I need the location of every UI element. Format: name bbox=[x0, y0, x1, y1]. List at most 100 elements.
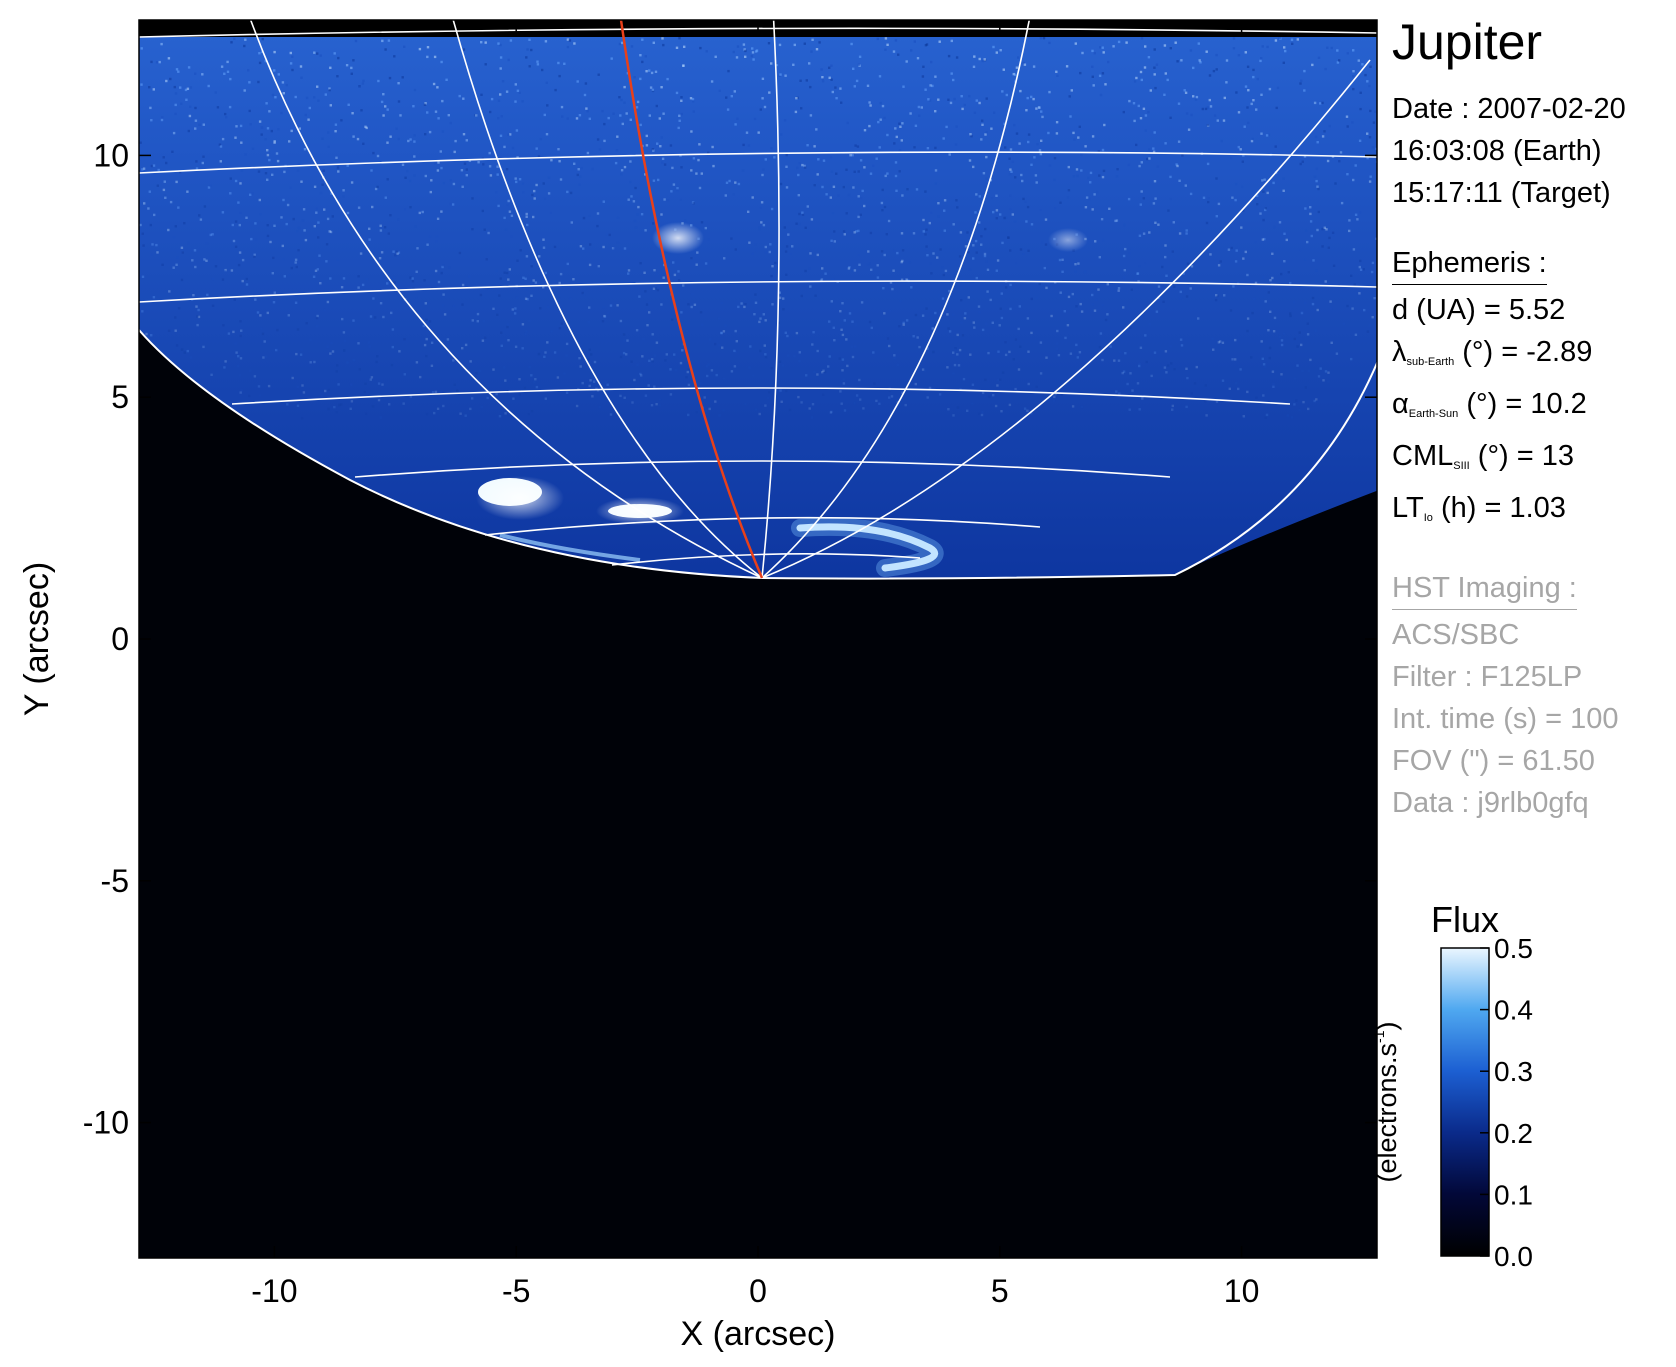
noise-speck bbox=[944, 269, 948, 273]
noise-speck bbox=[295, 352, 298, 356]
noise-speck bbox=[614, 161, 618, 165]
noise-speck bbox=[1099, 332, 1103, 335]
noise-speck bbox=[1339, 151, 1343, 154]
noise-speck bbox=[616, 216, 620, 219]
noise-speck bbox=[1303, 155, 1307, 158]
noise-speck bbox=[880, 201, 884, 205]
noise-speck bbox=[317, 221, 320, 224]
noise-speck bbox=[316, 52, 319, 55]
noise-speck bbox=[959, 231, 963, 234]
noise-speck bbox=[703, 396, 706, 399]
noise-speck bbox=[239, 334, 242, 338]
noise-speck bbox=[397, 218, 400, 221]
noise-speck bbox=[1145, 360, 1148, 364]
noise-speck bbox=[365, 278, 369, 281]
noise-speck bbox=[1140, 37, 1144, 40]
noise-speck bbox=[983, 254, 987, 258]
noise-speck bbox=[443, 313, 447, 316]
noise-speck bbox=[1163, 44, 1167, 47]
noise-speck bbox=[1022, 252, 1025, 256]
noise-speck bbox=[202, 155, 205, 158]
noise-speck bbox=[226, 70, 230, 73]
noise-speck bbox=[319, 191, 323, 195]
noise-speck bbox=[763, 344, 766, 347]
noise-speck bbox=[1314, 135, 1318, 139]
noise-speck bbox=[514, 100, 517, 103]
noise-speck bbox=[661, 161, 664, 164]
noise-speck bbox=[1315, 269, 1318, 272]
noise-speck bbox=[968, 94, 971, 98]
noise-speck bbox=[1323, 226, 1326, 229]
noise-speck bbox=[271, 173, 274, 176]
noise-speck bbox=[1127, 163, 1131, 167]
noise-speck bbox=[430, 364, 434, 367]
noise-speck bbox=[428, 320, 432, 323]
noise-speck bbox=[625, 112, 628, 115]
noise-speck bbox=[475, 372, 478, 375]
noise-speck bbox=[345, 64, 349, 67]
noise-speck bbox=[495, 191, 498, 194]
noise-speck bbox=[1035, 296, 1038, 299]
noise-speck bbox=[1235, 91, 1238, 94]
noise-speck bbox=[285, 83, 288, 87]
noise-speck bbox=[1178, 179, 1181, 182]
noise-speck bbox=[925, 245, 928, 248]
noise-speck bbox=[174, 92, 178, 95]
noise-speck bbox=[1056, 74, 1059, 77]
noise-speck bbox=[1033, 393, 1037, 396]
noise-speck bbox=[886, 346, 889, 349]
noise-speck bbox=[941, 307, 945, 310]
noise-speck bbox=[403, 45, 406, 48]
noise-speck bbox=[619, 319, 623, 323]
noise-speck bbox=[780, 400, 783, 403]
noise-speck bbox=[733, 365, 737, 368]
noise-speck bbox=[857, 215, 860, 219]
noise-speck bbox=[1091, 208, 1094, 211]
noise-speck bbox=[1304, 258, 1307, 261]
noise-speck bbox=[975, 276, 978, 280]
noise-speck bbox=[1098, 74, 1102, 77]
noise-speck bbox=[820, 68, 823, 71]
noise-speck bbox=[648, 301, 651, 305]
noise-speck bbox=[695, 411, 698, 414]
noise-speck bbox=[527, 413, 530, 416]
noise-speck bbox=[672, 183, 676, 186]
noise-speck bbox=[1091, 65, 1094, 68]
noise-speck bbox=[957, 364, 961, 367]
noise-speck bbox=[162, 156, 165, 159]
noise-speck bbox=[603, 139, 606, 143]
noise-speck bbox=[586, 110, 589, 113]
noise-speck bbox=[949, 101, 953, 105]
noise-speck bbox=[376, 154, 380, 158]
noise-speck bbox=[1215, 177, 1218, 180]
noise-speck bbox=[1055, 132, 1059, 135]
noise-speck bbox=[372, 297, 375, 300]
noise-speck bbox=[1306, 322, 1309, 325]
noise-speck bbox=[883, 312, 886, 315]
noise-speck bbox=[934, 169, 938, 172]
noise-speck bbox=[244, 38, 247, 41]
noise-speck bbox=[371, 405, 375, 408]
noise-speck bbox=[806, 205, 809, 208]
noise-speck bbox=[441, 265, 444, 269]
noise-speck bbox=[501, 80, 505, 83]
noise-speck bbox=[392, 250, 395, 253]
noise-speck bbox=[856, 145, 860, 148]
noise-speck bbox=[257, 80, 260, 84]
noise-speck bbox=[620, 169, 624, 172]
noise-speck bbox=[830, 64, 833, 67]
noise-speck bbox=[1142, 107, 1146, 110]
noise-speck bbox=[315, 325, 319, 328]
noise-speck bbox=[1280, 343, 1284, 347]
noise-speck bbox=[669, 393, 673, 396]
noise-speck bbox=[1148, 157, 1151, 160]
noise-speck bbox=[289, 51, 292, 55]
noise-speck bbox=[980, 413, 984, 417]
noise-speck bbox=[675, 91, 679, 95]
noise-speck bbox=[172, 266, 175, 269]
noise-speck bbox=[633, 76, 636, 79]
noise-speck bbox=[692, 157, 696, 160]
noise-speck bbox=[1284, 49, 1287, 53]
noise-speck bbox=[148, 190, 151, 193]
noise-speck bbox=[228, 105, 232, 109]
